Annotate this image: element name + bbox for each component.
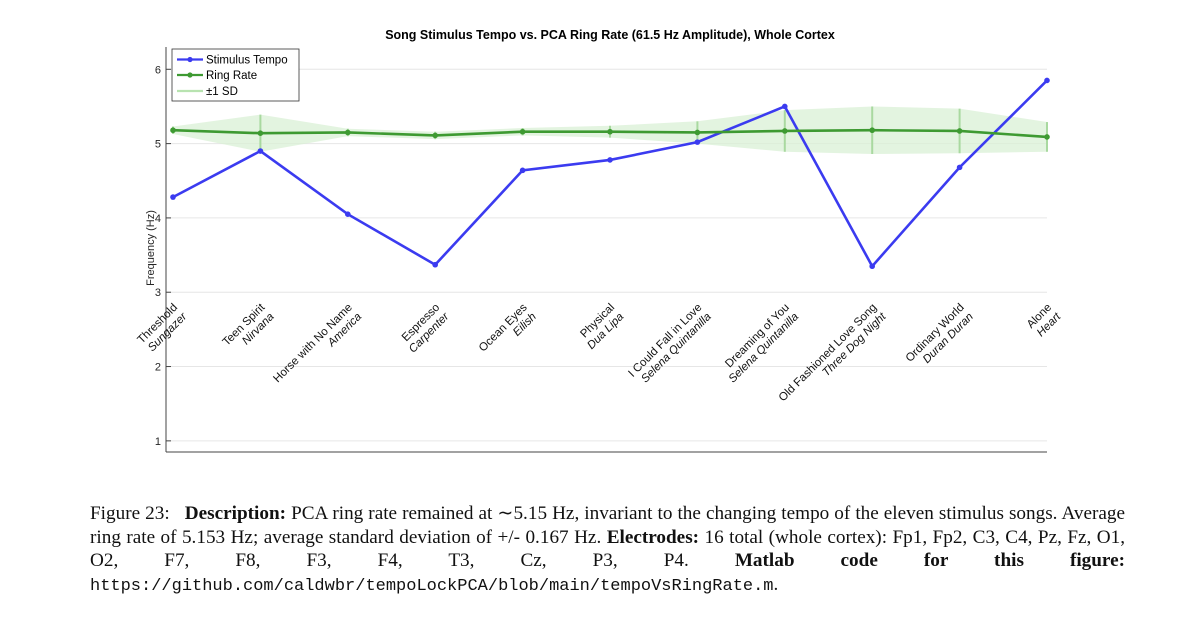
tempo-point-2 [345, 211, 351, 218]
category-label-0: ThresholdSungazer [135, 301, 190, 356]
ring-point-8 [869, 127, 875, 134]
figure-label: Figure 23: [90, 503, 170, 524]
category-song-2: Horse with No Name [271, 302, 355, 386]
description-text: PCA ring rate remained at ∼5.15 Hz, inva… [90, 503, 1126, 548]
ring-point-2 [345, 129, 351, 136]
legend-ring-marker [187, 72, 193, 78]
category-label-6: I Could Fall in LoveSelena Quintanilla [626, 302, 713, 389]
ring-point-7 [782, 128, 788, 134]
tempo-point-0 [170, 194, 176, 200]
ring-point-6 [694, 129, 701, 136]
y-tick-label-6: 6 [155, 64, 161, 76]
ring-point-9 [956, 128, 963, 134]
category-label-2: Horse with No NameAmerica [271, 302, 364, 395]
code-link[interactable]: https://github.com/caldwbr/tempoLockPCA/… [90, 576, 774, 596]
category-label-7: Dreaming of YouSelena Quintanilla [717, 302, 801, 386]
ring-point-5 [607, 128, 613, 135]
series-ring-rate [170, 127, 1050, 140]
y-ticks: 1 2 3 4 5 6 [155, 64, 171, 448]
y-tick-label-3: 3 [155, 287, 161, 299]
tempo-point-10 [1044, 77, 1050, 84]
figure-caption: Figure 23: Description: PCA ring rate re… [90, 502, 1125, 598]
ring-point-4 [519, 128, 526, 135]
tempo-point-1 [257, 148, 264, 154]
y-tick-label-1: 1 [155, 436, 161, 448]
category-label-10: AloneHeart [1025, 301, 1064, 340]
ring-point-1 [257, 130, 264, 137]
grid [166, 68, 1047, 442]
tempo-point-4 [519, 167, 526, 174]
caption-end: . [773, 573, 779, 595]
tempo-point-3 [432, 261, 439, 268]
category-label-3: EspressoCarpenter [398, 301, 453, 356]
category-label-1: Teen SpiritNirvana [221, 301, 278, 358]
tempo-point-6 [694, 139, 701, 145]
category-song-6: I Could Fall in Love [626, 302, 704, 380]
legend: Stimulus Tempo Ring Rate ±1 SD [171, 48, 300, 102]
category-label-5: PhysicalDua Lipa [576, 302, 626, 352]
electrodes-label: Electrodes: [606, 526, 700, 548]
tempo-point-9 [956, 164, 963, 171]
y-tick-label-4: 4 [155, 213, 161, 225]
electrodes-text: 16 total (whole cortex): Fp1, Fp2, C3, C… [90, 526, 1125, 572]
y-tick-label-2: 2 [155, 362, 161, 374]
chart: Song Stimulus Tempo vs. PCA Ring Rate (6… [135, 28, 1064, 453]
description-label: Description: [184, 503, 287, 524]
ring-point-0 [170, 127, 176, 134]
category-labels: ThresholdSungazer Teen SpiritNirvanaHorse… [135, 301, 1064, 404]
tempo-point-7 [782, 103, 788, 110]
legend-ring-label: Ring Rate [206, 70, 257, 82]
chart-title: Song Stimulus Tempo vs. PCA Ring Rate (6… [385, 28, 835, 42]
legend-sd-label: ±1 SD [206, 86, 238, 98]
category-label-4: Ocean EyesEilish [477, 301, 539, 363]
category-label-9: Ordinary WorldDuran Duran [904, 302, 976, 374]
y-axis-label: Frequency (Hz) [145, 210, 157, 286]
y-tick-label-5: 5 [155, 139, 161, 151]
legend-tempo-marker [187, 56, 193, 63]
ring-point-3 [432, 132, 439, 139]
series-stimulus-tempo [170, 77, 1050, 270]
tempo-point-8 [869, 263, 875, 270]
tempo-point-5 [607, 157, 613, 163]
axes [165, 47, 1047, 453]
code-label: Matlab code for this figure: [734, 550, 1126, 571]
ring-point-10 [1044, 134, 1050, 140]
legend-tempo-label: Stimulus Tempo [206, 55, 288, 67]
